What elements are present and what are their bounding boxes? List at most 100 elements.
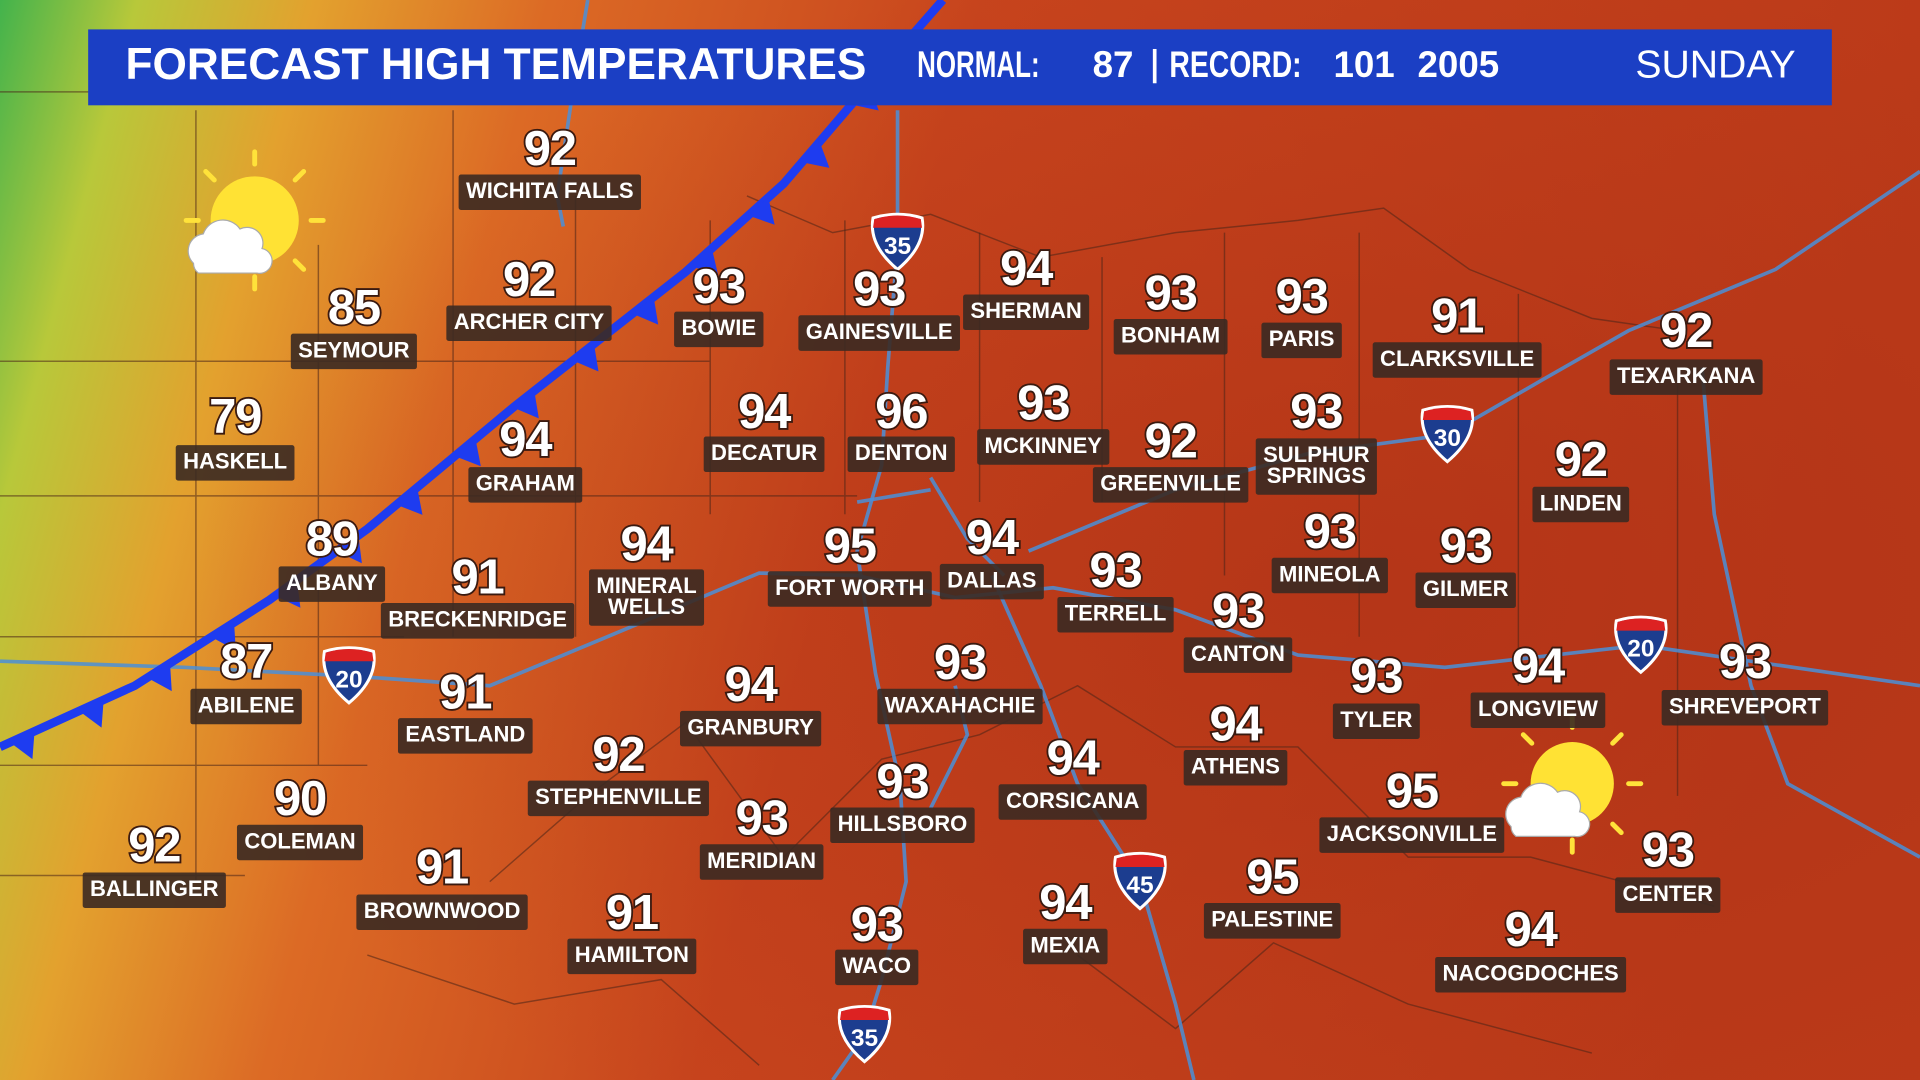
city-name: SHERMAN [970,298,1081,323]
name-box [1023,928,1108,965]
city: LINDEN 92 [1532,431,1630,523]
city-name: BOWIE [681,315,756,340]
city-name: HILLSBORO [838,811,968,836]
city-name: SPRINGS [1267,463,1366,488]
city: TYLER 93 [1332,648,1420,739]
city-name: WACO [842,953,911,978]
name-box [1113,318,1228,355]
name-box [1332,703,1420,739]
front-triangle [10,731,35,760]
shield-body [870,212,925,272]
city: PALESTINE 95 [1203,849,1341,939]
city-high: 93 [876,755,928,809]
name-box [1615,877,1721,913]
city-name: EASTLAND [405,722,525,747]
city-name: DECATUR [711,440,817,465]
city: ALBANY 89 [278,511,386,602]
name-box [699,844,824,880]
city-name: ATHENS [1191,754,1280,779]
city-high: 94 [1512,640,1565,694]
city-name: TEXARKANA [1617,363,1755,388]
name-box [1609,359,1763,395]
name-box [703,436,825,473]
city: BALLINGER 92 [82,817,226,908]
record-year: 2005 [1418,44,1500,85]
city-high: 93 [736,792,788,846]
name-box [1415,572,1516,608]
city-high: 92 [592,728,644,782]
front-triangle [513,390,539,419]
city: BRECKENRIDGE 91 [380,549,575,639]
city-high: 93 [1642,823,1694,877]
name-box [82,872,226,908]
interstate-shield: 35 [837,1005,892,1064]
city-name: CLARKSVILLE [1380,346,1534,371]
city-name: STEPHENVILLE [535,784,701,809]
city-name: DENTON [855,440,948,465]
city-high: 92 [1660,304,1712,358]
city-name: WAXAHACHIE [885,692,1036,717]
city-high: 93 [1017,376,1069,430]
city-high: 87 [220,635,272,689]
city-high: 91 [439,665,491,719]
shield-body [1614,615,1668,675]
shield-body [837,1005,892,1064]
name-box [939,563,1044,600]
shield-body [1113,851,1167,911]
normal-label: NORMAL: [917,44,1039,85]
shield-body [322,646,376,705]
city-high: 91 [606,886,658,940]
city-high: 95 [1386,765,1438,819]
name-box [680,710,822,747]
city-name: HAMILTON [575,942,689,967]
city-high: 95 [1246,850,1298,904]
city-high: 95 [824,520,876,574]
name-box [190,688,302,725]
city-name: LINDEN [1540,490,1622,515]
name-box [278,566,386,602]
name-box [1203,903,1341,939]
city-name: MINEOLA [1279,561,1381,586]
city-high: 92 [503,253,555,307]
name-box [397,718,533,754]
city-high: 93 [1440,520,1492,574]
header-title: FORECAST HIGH TEMPERATURES [126,40,867,89]
city-high: 94 [1209,697,1262,751]
city-name: CENTER [1622,881,1713,906]
name-box [236,824,364,861]
name-box [446,305,612,342]
front-triangle [802,141,830,168]
city-name: BALLINGER [90,876,219,901]
city-name: MERIDIAN [707,848,816,873]
name-box [835,949,919,986]
front-triangle [211,622,236,651]
name-box [1271,557,1388,594]
shield-number: 20 [1627,636,1654,663]
city-name: CANTON [1191,641,1285,666]
city: CENTER 93 [1615,822,1721,913]
city: BROWNWOOD 91 [356,839,528,930]
shield-top [873,215,923,228]
front-triangle [396,487,423,515]
city-high: 93 [1350,650,1402,704]
city-name: SEYMOUR [298,337,409,362]
shield-top [1616,618,1666,631]
city-name: TYLER [1340,707,1412,732]
